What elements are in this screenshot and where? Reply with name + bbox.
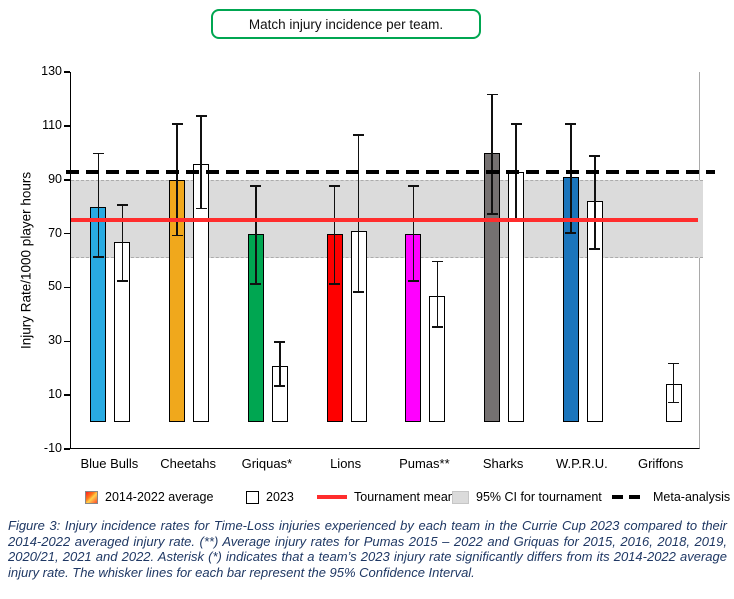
- error-bar-part: [116, 280, 128, 283]
- error-bar-2023-cheetahs: [195, 115, 207, 210]
- y-tick-label: 90: [48, 171, 62, 186]
- error-bar-part: [412, 185, 415, 283]
- error-bar-part: [436, 260, 439, 328]
- error-bar-2023-griffons: [668, 362, 680, 404]
- y-tick-mark: [64, 125, 70, 127]
- error-bar-part: [255, 185, 257, 285]
- error-bar-part: [565, 231, 577, 234]
- error-bar-part: [357, 133, 360, 293]
- legend-label: Tournament mean: [354, 490, 455, 504]
- error-bar-avg-blue-bulls: [92, 152, 104, 258]
- error-bar-part: [594, 155, 596, 250]
- error-bar-part: [176, 123, 178, 237]
- legend-item-95-ci-for-tournament: 95% CI for tournament: [452, 489, 602, 505]
- error-bar-avg-pumas: [407, 185, 419, 283]
- error-bar-avg-sharks: [486, 93, 498, 215]
- x-axis-label-pumas: Pumas**: [399, 456, 450, 471]
- error-bar-avg-lions: [329, 185, 341, 285]
- gray-box-swatch: [452, 490, 469, 504]
- plot-area: [66, 72, 715, 449]
- error-bar-part: [333, 185, 336, 285]
- error-bar-part: [407, 280, 419, 283]
- error-bar-part: [171, 234, 183, 237]
- y-tick-mark: [64, 232, 70, 235]
- error-bar-2023-blue-bulls: [116, 203, 128, 283]
- error-bar-part: [200, 115, 202, 210]
- y-tick-label: -10: [43, 441, 62, 455]
- legend-label: 2023: [266, 490, 294, 504]
- y-tick-label: 50: [48, 279, 62, 294]
- error-bar-part: [274, 385, 286, 388]
- legend-item-tournament-mean: Tournament mean: [317, 489, 455, 505]
- error-bar-2023-pumas: [431, 260, 443, 328]
- y-tick-mark: [64, 394, 70, 396]
- error-bar-part: [329, 283, 341, 285]
- error-bar-part: [668, 401, 680, 404]
- y-tick-label: 110: [42, 117, 62, 132]
- legend-label: 95% CI for tournament: [476, 490, 602, 504]
- chart-title-box: Match injury incidence per team.: [211, 9, 481, 39]
- figure-caption: Figure 3: Injury incidence rates for Tim…: [8, 518, 727, 581]
- y-tick-label: 130: [41, 64, 62, 78]
- error-bar-part: [250, 283, 262, 285]
- legend-label: 2014-2022 average: [105, 490, 214, 504]
- error-bar-avg-cheetahs: [171, 123, 183, 237]
- dashed-line-swatch: [612, 495, 646, 499]
- white-box-swatch: [246, 490, 259, 504]
- x-axis-label-griquas: Griquas*: [241, 456, 293, 471]
- tournament-mean-line: [71, 218, 698, 223]
- meta-analysis-line: [66, 169, 715, 174]
- error-bar-part: [491, 93, 493, 215]
- chart-title: Match injury incidence per team.: [248, 16, 444, 32]
- error-bar-part: [121, 203, 124, 283]
- x-axis-label-griffons: Griffons: [637, 456, 684, 471]
- x-axis-label-cheetahs: Cheetahs: [160, 456, 216, 471]
- error-bar-part: [92, 256, 104, 258]
- legend-label: Meta-analysis: [653, 490, 731, 504]
- y-tick-label: 30: [48, 333, 62, 348]
- error-bar-avg-griquas: [250, 185, 262, 285]
- error-bar-part: [279, 341, 281, 388]
- y-tick-mark: [64, 448, 70, 450]
- y-tick-mark: [64, 179, 70, 181]
- error-bar-part: [486, 213, 498, 215]
- gradient-box-swatch: [85, 490, 98, 504]
- error-bar-part: [195, 207, 207, 210]
- x-axis-label-lions: Lions: [330, 456, 362, 471]
- y-tick-mark: [64, 71, 70, 73]
- error-bar-2023-griquas: [274, 341, 286, 388]
- error-bar-part: [431, 326, 443, 328]
- y-tick-label: 70: [48, 225, 62, 240]
- error-bar-avg-w-p-r-u: [565, 123, 577, 234]
- error-bar-part: [672, 362, 675, 404]
- y-tick-mark: [64, 340, 70, 343]
- red-line-swatch: [317, 495, 347, 499]
- legend-item-meta-analysis: Meta-analysis: [612, 489, 730, 505]
- x-axis-label-w-p-r-u: W.P.R.U.: [555, 456, 608, 471]
- legend-item-2014-2022-average: 2014-2022 average: [85, 489, 213, 505]
- legend-item-2023: 2023: [246, 489, 294, 505]
- error-bar-part: [589, 248, 601, 250]
- y-tick-mark: [64, 286, 70, 289]
- x-axis-label-sharks: Sharks: [482, 456, 524, 471]
- x-axis-label-blue-bulls: Blue Bulls: [80, 456, 139, 471]
- error-bar-part: [353, 291, 365, 293]
- error-bar-2023-lions: [353, 133, 365, 293]
- error-bar-2023-w-p-r-u: [589, 155, 601, 250]
- y-tick-label: 10: [48, 387, 62, 402]
- error-bar-part: [97, 152, 100, 258]
- error-bar-part: [570, 123, 572, 234]
